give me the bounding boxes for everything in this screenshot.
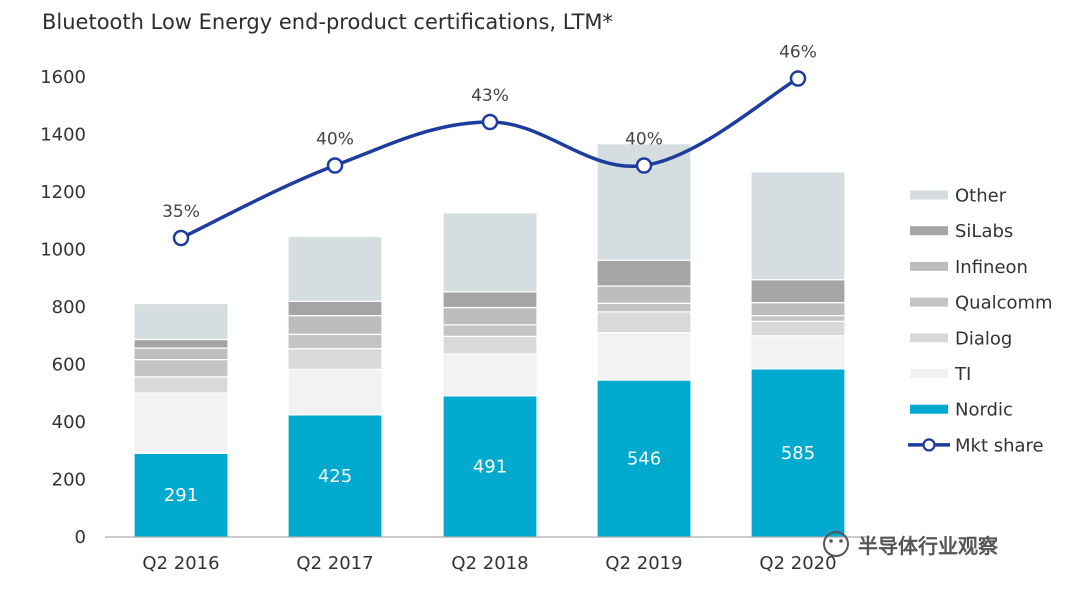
x-axis: Q2 2016 Q2 2017 Q2 2018 Q2 2019 Q2 2020 (105, 536, 870, 574)
bar-segment-silabs (750, 279, 846, 304)
bar-segment-silabs (442, 291, 538, 309)
mkt-share-label: 35% (162, 202, 200, 222)
y-tick-label: 200 (52, 470, 86, 491)
bar-segment-infineon (750, 302, 846, 317)
legend-swatch-silabs (910, 226, 948, 236)
bar-segment-nordic (133, 452, 229, 538)
legend-label-dialog: Dialog (955, 328, 1012, 349)
y-tick-label: 800 (52, 297, 86, 318)
bar-segment-dialog (287, 348, 383, 370)
bar-segment-ti (596, 331, 692, 381)
mkt-share-label: 46% (779, 43, 817, 63)
x-tick-label: Q2 2019 (605, 553, 682, 574)
y-tick-label: 1400 (40, 125, 86, 146)
bar-segment-infineon (133, 347, 229, 361)
nordic-value-label: 291 (164, 485, 198, 506)
bar-segment-infineon (287, 315, 383, 335)
y-tick-label: 1600 (40, 67, 86, 88)
x-tick-label: Q2 2017 (296, 553, 373, 574)
nordic-value-label: 491 (473, 456, 507, 477)
bar-segment-silabs (287, 300, 383, 317)
bar-segment-dialog (596, 311, 692, 334)
legend-label-other: Other (955, 186, 1007, 207)
legend-swatch-ti (910, 369, 948, 378)
chart-title: Bluetooth Low Energy end-product certifi… (42, 10, 614, 34)
legend-label-mkt-share: Mkt share (955, 435, 1044, 456)
y-tick-label: 400 (52, 412, 86, 433)
mkt-share-line: 35% 40% 43% 40% 46% (162, 43, 817, 247)
legend-label-infineon: Infineon (955, 257, 1028, 278)
bar-segment-ti (442, 353, 538, 397)
watermark-text: 半导体行业观察 (858, 534, 999, 558)
mkt-share-point (326, 157, 344, 174)
y-tick-label: 1200 (40, 182, 86, 203)
bar-segment-nordic (442, 395, 538, 538)
mkt-share-label: 40% (316, 130, 354, 150)
nordic-value-label: 425 (318, 466, 352, 487)
y-tick-label: 1000 (40, 240, 86, 261)
bar-segment-other (442, 212, 538, 293)
bar-segment-ti (133, 392, 229, 454)
bar-segment-dialog (750, 320, 846, 337)
bar-segment-qualcomm (133, 359, 229, 378)
nordic-value-label: 585 (781, 443, 815, 464)
bar-segment-qualcomm (442, 324, 538, 337)
bar-segment-nordic (596, 379, 692, 538)
bar-segment-ti (750, 335, 846, 370)
legend-label-qualcomm: Qualcomm (955, 293, 1053, 314)
bar-segment-infineon (596, 285, 692, 304)
legend-swatch-infineon (910, 261, 948, 271)
x-tick-label: Q2 2018 (451, 553, 528, 574)
bar-segment-qualcomm (750, 315, 846, 322)
y-tick-label: 600 (52, 355, 86, 376)
nordic-value-label: 546 (627, 449, 661, 470)
bar-segment-dialog (133, 376, 229, 394)
legend-swatch-dialog (910, 333, 948, 343)
bar-segment-infineon (442, 306, 538, 326)
x-tick-label: Q2 2020 (759, 553, 836, 574)
mkt-share-point (172, 229, 190, 247)
bar-segment-qualcomm (596, 302, 692, 313)
legend-label-silabs: SiLabs (955, 221, 1013, 242)
bar-segment-silabs (596, 259, 692, 287)
bar-segment-qualcomm (287, 333, 383, 350)
legend: Other SiLabs Infineon Qualcomm Dialog TI Nordi… (908, 186, 1053, 456)
mkt-share-point (789, 70, 807, 87)
bars (133, 143, 846, 538)
bar-segment-silabs (133, 338, 229, 349)
bar-segment-dialog (442, 335, 538, 355)
mkt-share-point (635, 157, 653, 174)
x-tick-label: Q2 2016 (142, 553, 219, 574)
legend-label-nordic: Nordic (955, 400, 1013, 421)
y-tick-label: 0 (75, 527, 86, 548)
watermark: 半导体行业观察 (823, 531, 999, 558)
bar-segment-ti (287, 368, 383, 416)
bar-segment-other (133, 302, 229, 341)
legend-swatch-nordic (910, 404, 948, 414)
legend-swatch-qualcomm (910, 297, 948, 307)
mkt-share-label: 40% (625, 130, 663, 150)
value-labels: 291 425 491 546 585 (164, 443, 815, 506)
legend-marker-mkt-share (922, 438, 936, 452)
bar-segment-other (287, 235, 383, 302)
bar-segment-other (750, 171, 846, 281)
y-axis: 0 200 400 600 800 1000 1200 1400 1600 (40, 67, 86, 548)
mkt-share-label: 43% (471, 86, 509, 106)
legend-swatch-other (910, 190, 948, 200)
legend-label-ti: TI (954, 364, 971, 385)
wechat-icon (823, 531, 849, 557)
mkt-share-point (481, 113, 499, 131)
